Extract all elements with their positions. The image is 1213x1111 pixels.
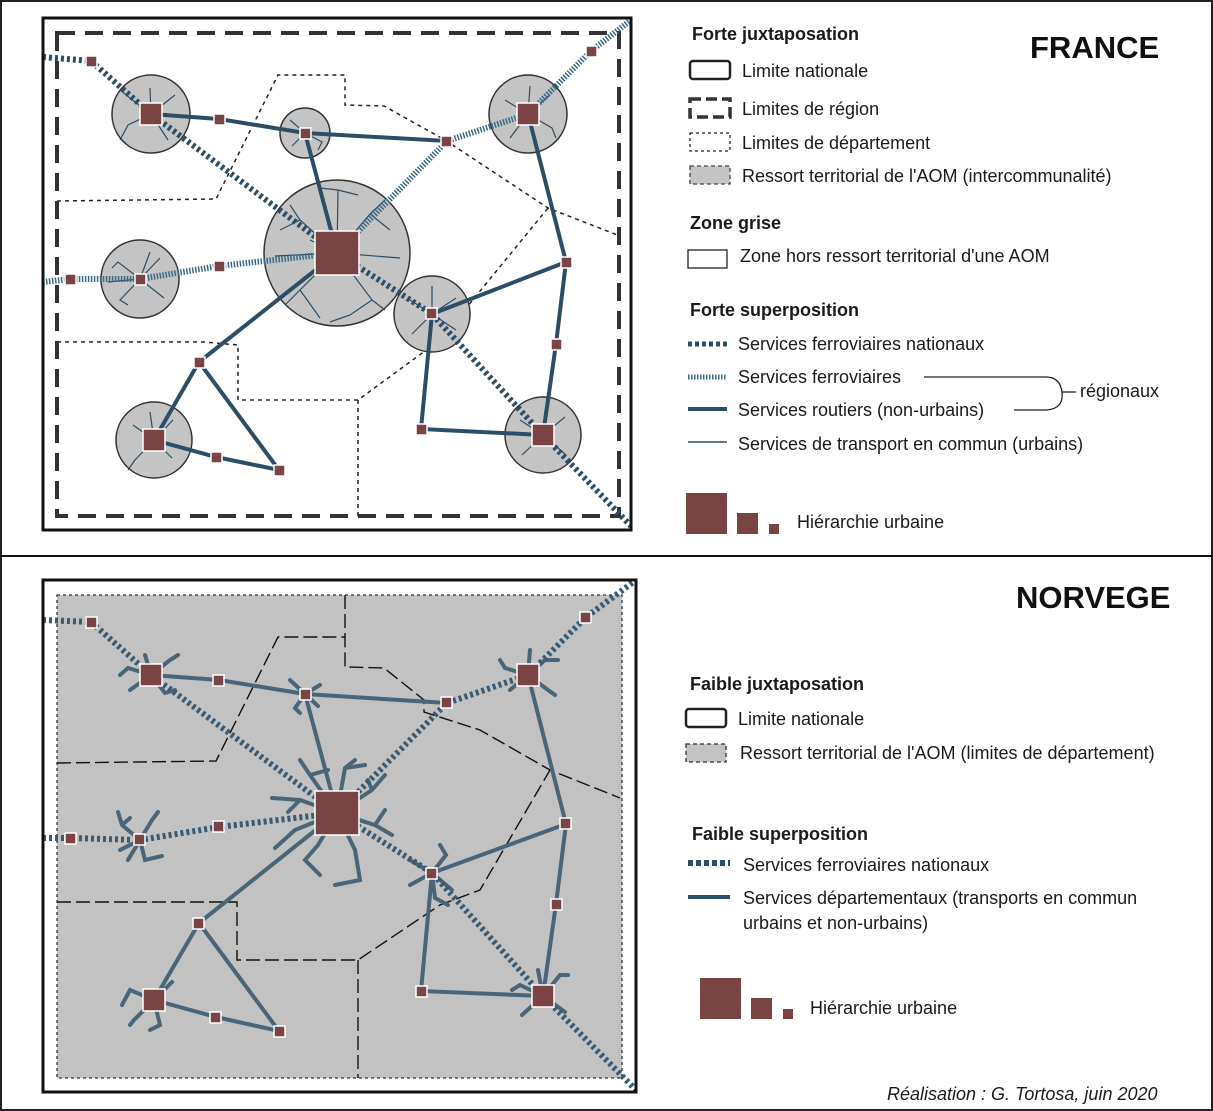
france-superposition-heading: Forte superposition [690, 300, 859, 320]
norway-legend-departementaux-1: Services départementaux (transports en c… [743, 888, 1137, 908]
france-cities [64, 45, 598, 477]
legend-region-symbol [688, 97, 732, 119]
legend-zone-hors-symbol [687, 249, 728, 269]
norway-legend-limite-nationale: Limite nationale [738, 709, 864, 729]
norway-legend-city-large [700, 978, 741, 1019]
legend-city-medium [737, 513, 758, 534]
norway-superposition-heading: Faible superposition [692, 824, 868, 844]
france-legend-aom: Ressort territorial de l'AOM (intercommu… [742, 166, 1112, 186]
norway-legend-aom-symbol [685, 743, 727, 763]
norway-legend-hierarchie: Hiérarchie urbaine [810, 998, 957, 1018]
norway-legend-aom: Ressort territorial de l'AOM (limites de… [740, 743, 1155, 763]
france-juxtaposition-heading: Forte juxtaposation [692, 24, 859, 44]
france-map [41, 16, 633, 532]
norway-legend-city-small [783, 1009, 793, 1019]
france-legend-hierarchie: Hiérarchie urbaine [797, 512, 944, 532]
legend-aom-symbol [689, 165, 731, 185]
france-legend-regionaux: régionaux [1080, 381, 1159, 401]
credit-text: Réalisation : G. Tortosa, juin 2020 [887, 1084, 1158, 1104]
france-legend-routiers: Services routiers (non-urbains) [738, 400, 984, 420]
norway-title: NORVEGE [1016, 580, 1170, 615]
france-region-limits [55, 31, 621, 518]
norway-juxtaposition-heading: Faible juxtaposation [690, 674, 864, 694]
norway-legend-ferro-nationaux: Services ferroviaires nationaux [743, 855, 989, 875]
legend-city-small [769, 524, 779, 534]
france-legend-ferro: Services ferroviaires [738, 367, 901, 387]
france-national-border [41, 16, 633, 532]
france-legend-limite-nationale: Limite nationale [742, 61, 868, 81]
norway-department-limits [56, 595, 621, 1078]
france-legend: FRANCE Forte juxtaposation Limite nation… [686, 24, 1159, 534]
legend-city-large [686, 493, 727, 534]
france-legend-departement: Limites de département [742, 133, 930, 153]
norway-urban-transit [116, 648, 570, 1032]
norway-cities [64, 611, 592, 1038]
norway-legend: NORVEGE Faible juxtaposation Limite nati… [684, 580, 1170, 1104]
norway-legend-city-medium [751, 998, 772, 1019]
france-legend-zone-hors: Zone hors ressort territorial d'une AOM [740, 246, 1050, 266]
norway-national-border [41, 578, 638, 1094]
norway-legend-border-symbol [684, 707, 728, 729]
norway-map [41, 578, 638, 1094]
legend-national-border-symbol [688, 59, 732, 81]
france-legend-region: Limites de région [742, 99, 879, 119]
norway-departmental-services [150, 673, 569, 1035]
zone-grise-heading: Zone grise [690, 213, 781, 233]
france-road-services [150, 112, 569, 474]
france-legend-ferro-nationaux: Services ferroviaires nationaux [738, 334, 984, 354]
regionaux-brace [924, 376, 1076, 411]
france-title: FRANCE [1030, 30, 1159, 65]
france-legend-urbains: Services de transport en commun (urbains… [738, 434, 1083, 454]
legend-department-symbol [689, 132, 731, 152]
norway-legend-departementaux-2: urbains et non-urbains) [743, 913, 928, 933]
